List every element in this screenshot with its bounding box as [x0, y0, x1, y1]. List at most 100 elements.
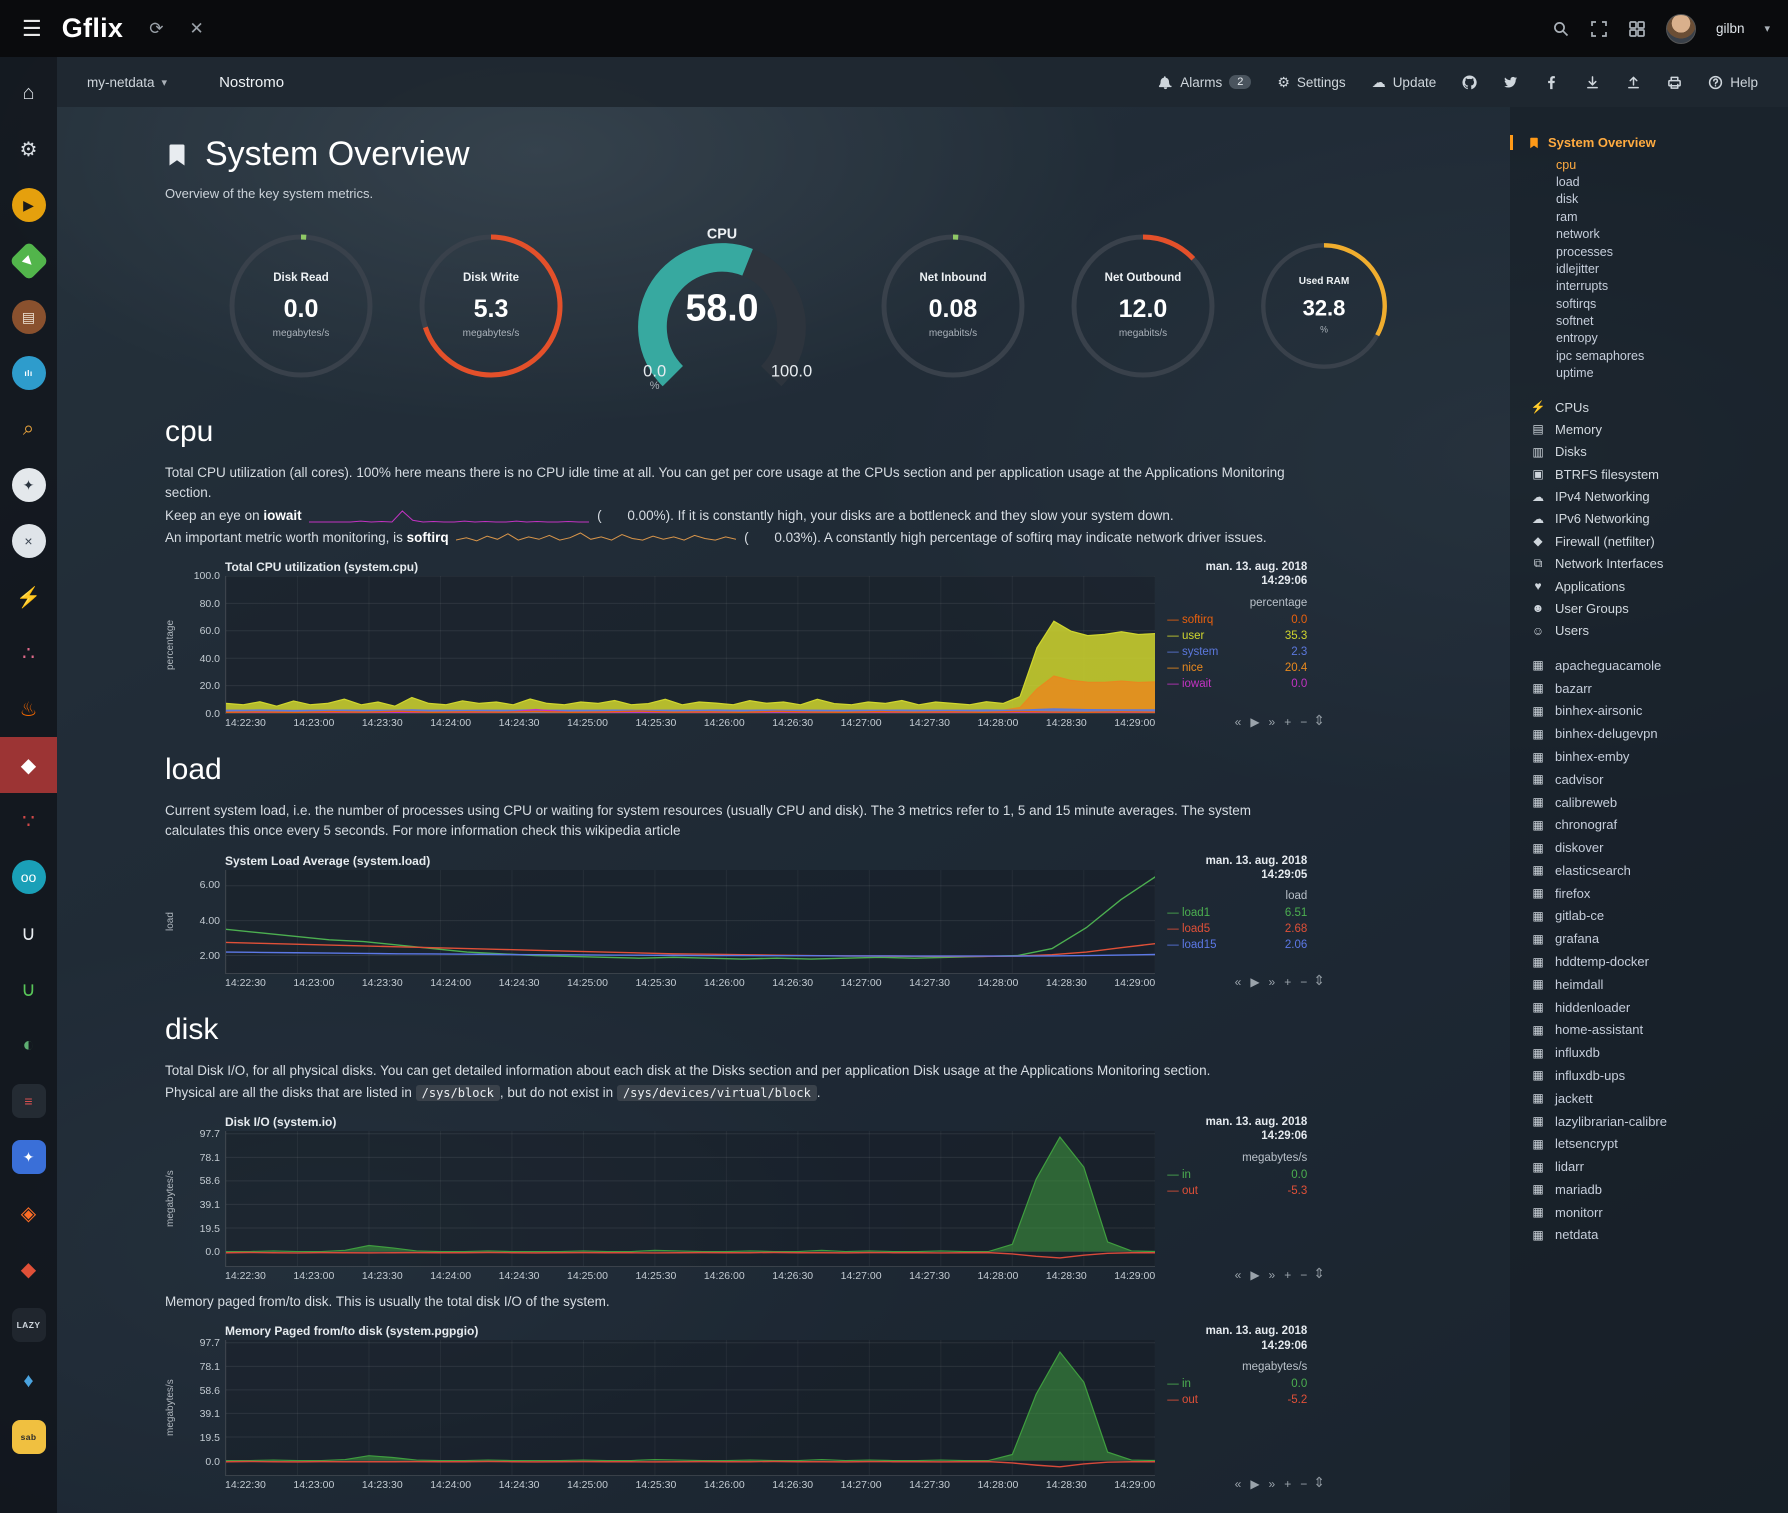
toc-item-elasticsearch[interactable]: ▦ elasticsearch — [1530, 859, 1780, 882]
toc-item-letsencrypt[interactable]: ▦ letsencrypt — [1530, 1132, 1780, 1155]
apps-grid-icon[interactable] — [1628, 20, 1646, 38]
play-icon[interactable]: ▶ — [1250, 1268, 1260, 1282]
help-button[interactable]: Help — [1708, 75, 1758, 90]
rail-app-drop-app[interactable]: ♦ — [0, 1353, 57, 1409]
chart-plot-area[interactable] — [225, 576, 1156, 714]
rail-app-netdata-active[interactable]: ◆ — [0, 737, 57, 793]
gauge-net-outbound[interactable]: Net Outbound 12.0 megabits/s — [1068, 231, 1218, 381]
toc-item-btrfs-filesystem[interactable]: ▣ BTRFS filesystem — [1530, 463, 1780, 485]
toc-item-apacheguacamole[interactable]: ▦ apacheguacamole — [1530, 654, 1780, 677]
rail-app-lightning-app[interactable]: ⚡ — [0, 569, 57, 625]
rail-app-settings[interactable]: ⚙ — [0, 121, 57, 177]
disk-io-chart[interactable]: Disk I/O (system.io) megabytes/s 97.7 78.… — [165, 1115, 1325, 1282]
legend-item-load15[interactable]: — load15 2.06 — [1167, 938, 1307, 953]
gauge-disk-read[interactable]: Disk Read 0.0 megabytes/s — [226, 231, 376, 381]
rail-app-dots-app[interactable]: ∵ — [0, 793, 57, 849]
toc-item-processes[interactable]: processes — [1556, 244, 1613, 259]
github-icon[interactable] — [1462, 74, 1477, 90]
rail-app-horseshoe-app[interactable]: ∪ — [0, 905, 57, 961]
toc-item-diskover[interactable]: ▦ diskover — [1530, 836, 1780, 859]
hamburger-menu-icon[interactable]: ☰ — [22, 15, 42, 41]
gauge-cpu[interactable]: CPU 58.0 0.0 100.0% — [606, 221, 838, 391]
server-selector[interactable]: my-netdata ▾ — [87, 75, 167, 90]
toc-item-ipv4-networking[interactable]: ☁ IPv4 Networking — [1530, 485, 1780, 507]
chart-resize-handle[interactable]: ⇕ — [1313, 1265, 1325, 1281]
zoom-in-icon[interactable]: + — [1284, 974, 1292, 989]
refresh-icon[interactable]: ⟳ — [149, 18, 164, 38]
toc-item-lazylibrarian-calibre[interactable]: ▦ lazylibrarian-calibre — [1530, 1110, 1780, 1133]
legend-item-iowait[interactable]: — iowait 0.0 — [1167, 677, 1307, 692]
toc-item-heimdall[interactable]: ▦ heimdall — [1530, 973, 1780, 996]
toc-item-grafana[interactable]: ▦ grafana — [1530, 927, 1780, 950]
toc-item-idlejitter[interactable]: idlejitter — [1556, 261, 1600, 276]
pan-forward-icon[interactable]: » — [1268, 1268, 1276, 1282]
rail-app-scatter-app[interactable]: ∴ — [0, 625, 57, 681]
toc-item-binhex-delugevpn[interactable]: ▦ binhex-delugevpn — [1530, 722, 1780, 745]
toc-item-user-groups[interactable]: ☻ User Groups — [1530, 597, 1780, 619]
legend-item-load1[interactable]: — load1 6.51 — [1167, 906, 1307, 921]
legend-item-system[interactable]: — system 2.3 — [1167, 645, 1307, 660]
search-icon[interactable] — [1552, 20, 1570, 38]
update-button[interactable]: ☁ Update — [1372, 74, 1437, 91]
rail-app-music-app[interactable]: ılı — [0, 345, 57, 401]
rail-app-sabnzbd[interactable]: sab — [0, 1409, 57, 1465]
toc-item-load[interactable]: load — [1556, 175, 1580, 190]
rail-app-blue-tile-app[interactable]: ✦ — [0, 1129, 57, 1185]
toc-item-gitlab-ce[interactable]: ▦ gitlab-ce — [1530, 905, 1780, 928]
zoom-out-icon[interactable]: − — [1300, 715, 1308, 729]
rail-app-emby[interactable]: ▶ — [0, 233, 57, 289]
toc-item-interrupts[interactable]: interrupts — [1556, 279, 1609, 294]
username[interactable]: gilbn — [1715, 21, 1745, 36]
toc-item-ipc-semaphores[interactable]: ipc semaphores — [1556, 348, 1645, 363]
chart-resize-handle[interactable]: ⇕ — [1313, 971, 1325, 988]
chart-resize-handle[interactable]: ⇕ — [1313, 1474, 1325, 1491]
cpu-utilization-chart[interactable]: Total CPU utilization (system.cpu) perce… — [165, 560, 1325, 729]
toc-item-home-assistant[interactable]: ▦ home-assistant — [1530, 1019, 1780, 1042]
rail-app-books-app[interactable]: ▤ — [0, 289, 57, 345]
settings-button[interactable]: ⚙ Settings — [1277, 74, 1345, 91]
gauge-net-inbound[interactable]: Net Inbound 0.08 megabits/s — [878, 231, 1028, 381]
legend-item-nice[interactable]: — nice 20.4 — [1167, 661, 1307, 676]
toc-item-system-overview[interactable]: System Overview — [1510, 135, 1780, 150]
rail-app-crescent-app[interactable]: ◐ — [0, 1017, 57, 1073]
toc-item-users[interactable]: ☺ Users — [1530, 620, 1780, 642]
toc-item-monitorr[interactable]: ▦ monitorr — [1530, 1201, 1780, 1224]
pan-forward-icon[interactable]: » — [1268, 1477, 1276, 1492]
user-menu-caret-icon[interactable]: ▾ — [1764, 23, 1770, 35]
toc-item-cpus[interactable]: ⚡ CPUs — [1530, 396, 1780, 418]
toc-item-cpu[interactable]: cpu — [1556, 157, 1577, 172]
rail-app-bars-app[interactable]: ≡ — [0, 1073, 57, 1129]
toc-item-disk[interactable]: disk — [1556, 192, 1579, 207]
zoom-in-icon[interactable]: + — [1284, 715, 1292, 729]
toc-item-softirqs[interactable]: softirqs — [1556, 296, 1597, 311]
pan-backward-icon[interactable]: « — [1234, 1477, 1242, 1492]
alarms-button[interactable]: Alarms 2 — [1158, 75, 1252, 90]
legend-item-out[interactable]: — out -5.2 — [1167, 1393, 1307, 1408]
zoom-out-icon[interactable]: − — [1300, 1268, 1308, 1282]
toc-item-entropy[interactable]: entropy — [1556, 331, 1598, 346]
chart-plot-area[interactable] — [225, 1340, 1156, 1477]
toc-item-firefox[interactable]: ▦ firefox — [1530, 882, 1780, 905]
toc-item-network-interfaces[interactable]: ⧉ Network Interfaces — [1530, 553, 1780, 575]
play-icon[interactable]: ▶ — [1250, 974, 1260, 989]
toc-item-ipv6-networking[interactable]: ☁ IPv6 Networking — [1530, 508, 1780, 530]
twitter-icon[interactable] — [1503, 75, 1518, 90]
toc-item-netdata[interactable]: ▦ netdata — [1530, 1224, 1780, 1247]
toc-item-influxdb[interactable]: ▦ influxdb — [1530, 1041, 1780, 1064]
download-icon[interactable] — [1585, 75, 1600, 90]
toc-item-binhex-emby[interactable]: ▦ binhex-emby — [1530, 745, 1780, 768]
pan-backward-icon[interactable]: « — [1234, 974, 1242, 989]
chart-resize-handle[interactable]: ⇕ — [1313, 712, 1325, 728]
legend-item-in[interactable]: — in 0.0 — [1167, 1168, 1307, 1183]
toc-item-bazarr[interactable]: ▦ bazarr — [1530, 677, 1780, 700]
toc-item-applications[interactable]: ♥ Applications — [1530, 575, 1780, 597]
gauge-used-ram[interactable]: Used RAM 32.8% — [1258, 240, 1390, 372]
toc-item-chronograf[interactable]: ▦ chronograf — [1530, 813, 1780, 836]
toc-item-influxdb-ups[interactable]: ▦ influxdb-ups — [1530, 1064, 1780, 1087]
legend-item-user[interactable]: — user 35.3 — [1167, 629, 1307, 644]
print-icon[interactable] — [1667, 75, 1682, 90]
zoom-out-icon[interactable]: − — [1300, 974, 1308, 989]
upload-icon[interactable] — [1626, 75, 1641, 90]
close-tab-icon[interactable]: ✕ — [189, 18, 204, 38]
chart-plot-area[interactable] — [225, 1131, 1156, 1267]
